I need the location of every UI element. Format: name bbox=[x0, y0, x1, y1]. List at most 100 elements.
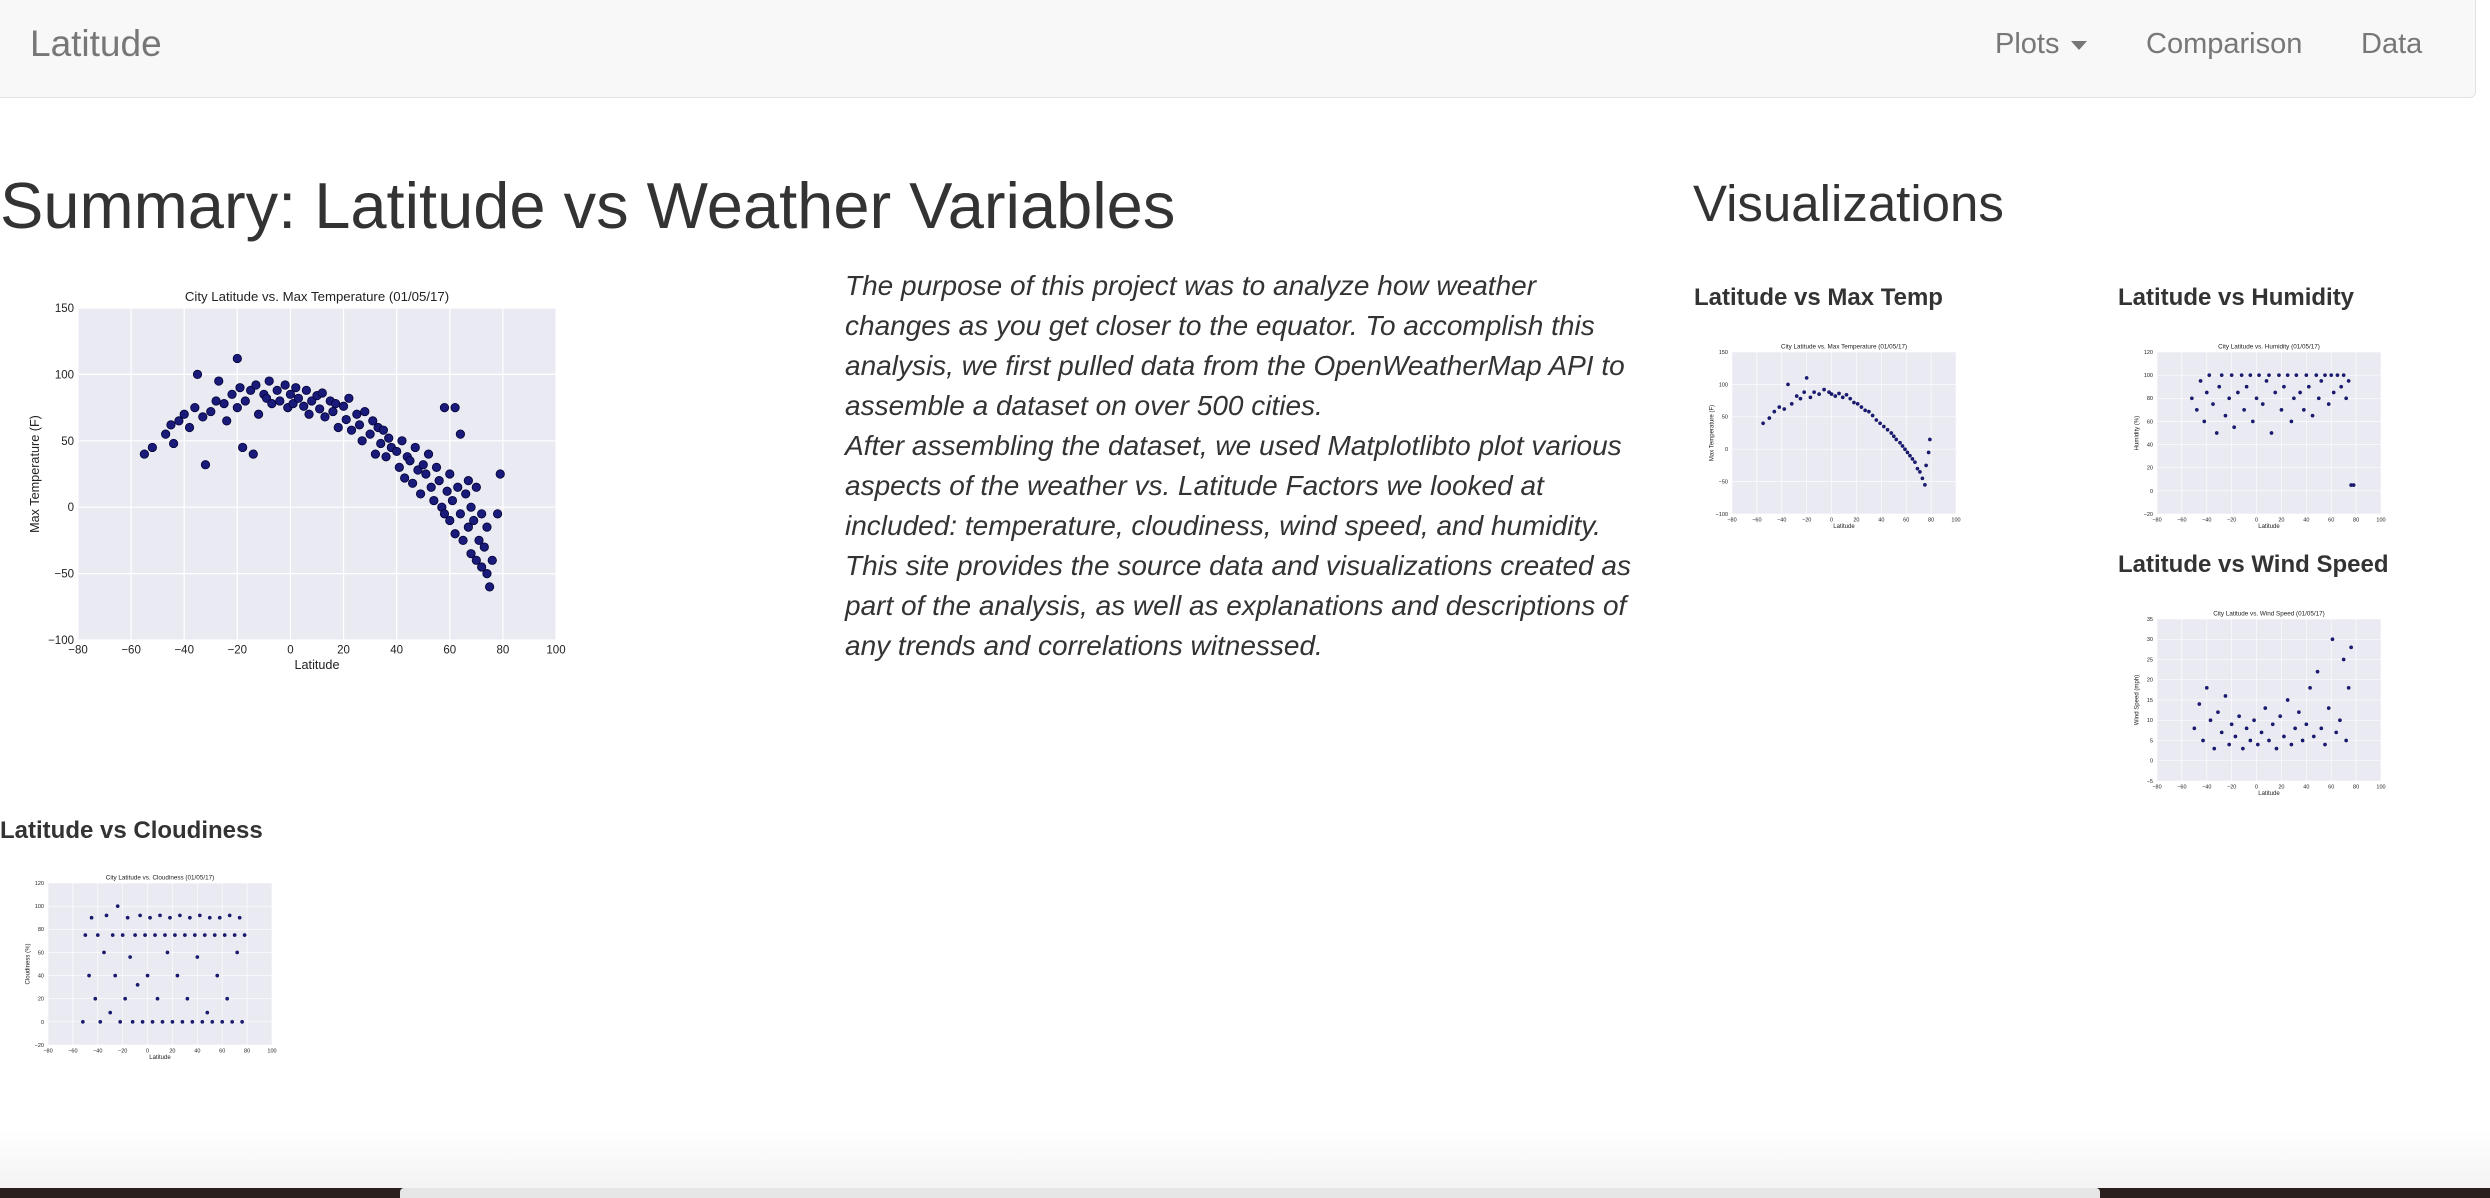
data-point bbox=[463, 476, 473, 486]
data-point bbox=[2304, 722, 2309, 727]
data-point bbox=[2244, 726, 2249, 731]
y-tick-label: −50 bbox=[1719, 480, 1728, 486]
data-point bbox=[2278, 714, 2283, 719]
y-tick-label: 0 bbox=[1725, 447, 1728, 453]
data-point bbox=[1924, 463, 1928, 468]
viz-link-wind-speed[interactable]: −80 −60 −40 −20 0 20 40 60 80 100 −5 0 5 10 15 20 25 30 35… bbox=[2119, 608, 2389, 803]
x-tick-label: −40 bbox=[2202, 518, 2211, 524]
x-tick-label: 20 bbox=[2278, 785, 2284, 791]
data-point bbox=[2189, 396, 2194, 401]
data-point bbox=[293, 393, 304, 403]
x-axis-label: Latitude bbox=[2258, 524, 2280, 530]
data-point bbox=[1829, 392, 1834, 396]
data-point bbox=[1863, 408, 1868, 413]
data-point bbox=[2282, 734, 2286, 739]
data-point bbox=[2301, 408, 2306, 412]
data-point bbox=[2285, 698, 2290, 702]
x-tick-label: −80 bbox=[43, 1049, 52, 1055]
nav-plots-dropdown[interactable]: Plots bbox=[1995, 28, 2088, 61]
x-tick-label: −20 bbox=[2227, 518, 2236, 524]
data-point bbox=[357, 436, 367, 446]
data-point bbox=[487, 555, 497, 565]
data-point bbox=[2201, 738, 2205, 743]
data-point bbox=[2292, 396, 2296, 401]
x-tick-label: −20 bbox=[228, 645, 248, 657]
data-point bbox=[304, 409, 314, 419]
data-point bbox=[1786, 382, 1790, 387]
data-point bbox=[2311, 734, 2316, 739]
data-point bbox=[495, 469, 505, 479]
data-point bbox=[1822, 387, 1826, 392]
data-point bbox=[153, 933, 157, 937]
data-point bbox=[2244, 384, 2249, 389]
y-tick-label: 10 bbox=[2147, 718, 2153, 724]
data-point bbox=[492, 509, 503, 519]
x-tick-label: 20 bbox=[337, 645, 350, 657]
data-point bbox=[200, 1020, 205, 1024]
data-point bbox=[2289, 742, 2294, 747]
y-tick-label: 80 bbox=[38, 927, 44, 933]
data-point bbox=[2223, 694, 2228, 698]
data-point bbox=[1812, 390, 1816, 395]
data-point bbox=[87, 973, 91, 978]
viz-link-cloudiness[interactable]: −80 −60 −40 −20 0 20 40 60 80 100 −20 0 20 40 60 80 100 1… bbox=[10, 872, 280, 1067]
data-point bbox=[407, 478, 418, 488]
data-point bbox=[211, 396, 221, 406]
data-point bbox=[2323, 742, 2327, 747]
data-point bbox=[227, 389, 237, 399]
data-point bbox=[210, 1020, 215, 1024]
viz-link-humidity[interactable]: −80 −60 −40 −20 0 20 40 60 80 100 −20 0 20 40 60 80 100 1… bbox=[2119, 341, 2389, 536]
plot-area bbox=[1732, 352, 1956, 514]
data-point bbox=[2304, 373, 2309, 377]
y-tick-label: −100 bbox=[48, 635, 74, 647]
data-point bbox=[415, 489, 426, 499]
data-point bbox=[1802, 390, 1807, 395]
data-point bbox=[150, 1020, 155, 1024]
summary-paragraph-2: After assembling the dataset, we used Ma… bbox=[845, 430, 1631, 661]
y-tick-label: 20 bbox=[2147, 678, 2153, 684]
data-point bbox=[2250, 419, 2255, 424]
data-point bbox=[128, 955, 132, 959]
x-tick-label: −20 bbox=[118, 1049, 127, 1055]
data-point bbox=[2233, 734, 2238, 739]
data-point bbox=[2323, 373, 2327, 377]
data-point bbox=[328, 406, 338, 417]
nav-comparison-link[interactable]: Comparison bbox=[2146, 28, 2303, 60]
x-tick-label: 100 bbox=[1951, 518, 1960, 524]
data-point bbox=[272, 385, 282, 395]
x-tick-label: 40 bbox=[2303, 518, 2309, 524]
y-tick-label: 100 bbox=[55, 369, 74, 381]
data-point bbox=[202, 933, 207, 937]
data-point bbox=[174, 416, 184, 426]
data-point bbox=[1794, 394, 1799, 398]
data-point bbox=[463, 522, 473, 532]
data-point bbox=[338, 401, 349, 411]
data-point bbox=[466, 502, 476, 512]
data-point bbox=[80, 1020, 85, 1024]
navbar-brand[interactable]: Latitude bbox=[30, 23, 162, 64]
data-point bbox=[2194, 408, 2199, 412]
y-tick-label: 50 bbox=[61, 436, 74, 448]
data-point bbox=[1852, 400, 1856, 405]
x-tick-label: −20 bbox=[2227, 785, 2236, 791]
data-point bbox=[2227, 742, 2232, 747]
data-point bbox=[2227, 396, 2232, 401]
x-tick-label: 60 bbox=[219, 1049, 225, 1055]
nav-data-link[interactable]: Data bbox=[2361, 28, 2423, 60]
data-point bbox=[102, 950, 106, 955]
data-point bbox=[155, 996, 160, 1001]
data-point bbox=[1881, 424, 1886, 429]
y-tick-label: 35 bbox=[2147, 617, 2153, 623]
chart-title: City Latitude vs. Max Temperature (01/05… bbox=[185, 289, 449, 304]
data-point bbox=[2351, 483, 2356, 487]
viz-title-wind-speed: Latitude vs Wind Speed bbox=[2118, 551, 2389, 578]
data-point bbox=[168, 915, 172, 920]
data-point bbox=[2214, 431, 2219, 435]
data-point bbox=[320, 412, 330, 422]
plot-area bbox=[48, 883, 272, 1045]
data-point bbox=[455, 509, 465, 519]
data-point bbox=[434, 476, 444, 486]
x-axis-label: Latitude bbox=[2258, 791, 2280, 797]
viz-link-max-temp[interactable]: −80 −60 −40 −20 0 20 40 60 80 100 −100 −50 0 50 100 150… bbox=[1694, 341, 1964, 536]
data-point bbox=[2282, 384, 2286, 389]
